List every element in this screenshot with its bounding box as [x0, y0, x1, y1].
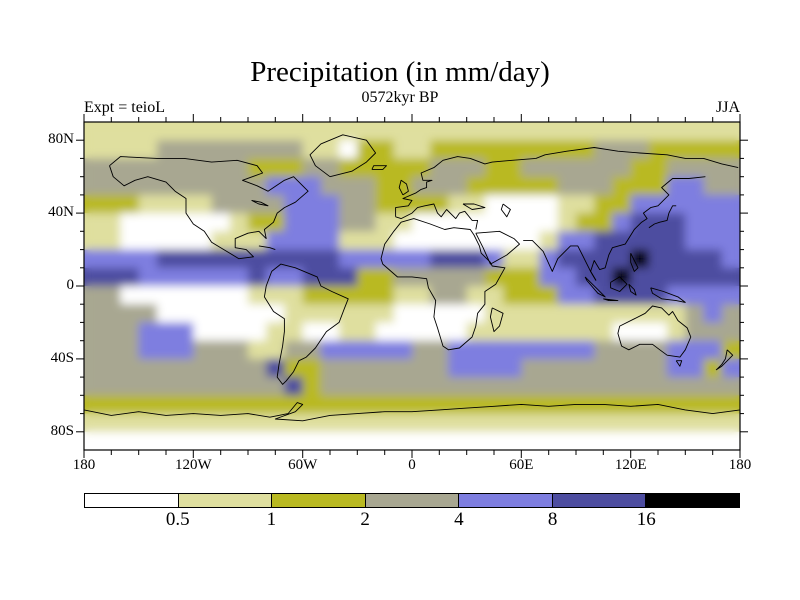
x-tick-label: 60W [288, 457, 318, 473]
x-tick-label: 60E [509, 457, 534, 473]
colorbar-boundary-label: 16 [636, 509, 656, 530]
colorbar-segment [551, 493, 647, 508]
coastlines [84, 134, 740, 422]
x-tick-label: 180 [72, 457, 96, 473]
experiment-label: Expt = teioL [84, 99, 166, 116]
x-tick-label: 120W [174, 457, 212, 473]
world-map-plot [74, 112, 750, 460]
colorbar-segment [364, 493, 460, 508]
y-tick-label: 80S [50, 423, 74, 439]
colorbar [84, 493, 741, 508]
precipitation-contour-map [76, 114, 748, 458]
y-tick-label: 80N [48, 131, 74, 147]
map-frame [83, 121, 741, 451]
colorbar-segment [177, 493, 273, 508]
plot-title: Precipitation (in mm/day) [250, 56, 550, 88]
colorbar-boundary-label: 0.5 [165, 509, 190, 530]
colorbar-segment [84, 493, 179, 508]
colorbar-labels: 0.5 1 2 4 8 16 [84, 509, 740, 535]
x-tick-label: 180 [728, 457, 752, 473]
colorbar-segment [645, 493, 741, 508]
season-label: JJA [715, 99, 740, 116]
colorbar-boundary-label: 1 [266, 509, 277, 530]
x-tick-label: 0 [408, 457, 416, 473]
colorbar-segment [458, 493, 553, 508]
x-tick-label: 120E [614, 457, 647, 473]
axis-ticks [76, 114, 748, 458]
plot-subtitle: 0572kyr BP [361, 89, 439, 106]
y-tick-label: 0 [66, 277, 75, 293]
y-tick-label: 40N [48, 204, 74, 220]
colorbar-boundary-label: 2 [360, 509, 370, 530]
colorbar-boundary-label: 4 [454, 509, 464, 530]
y-tick-label: 40S [50, 350, 74, 366]
colorbar-boundary-label: 8 [547, 509, 558, 530]
colorbar-segment [271, 493, 366, 508]
